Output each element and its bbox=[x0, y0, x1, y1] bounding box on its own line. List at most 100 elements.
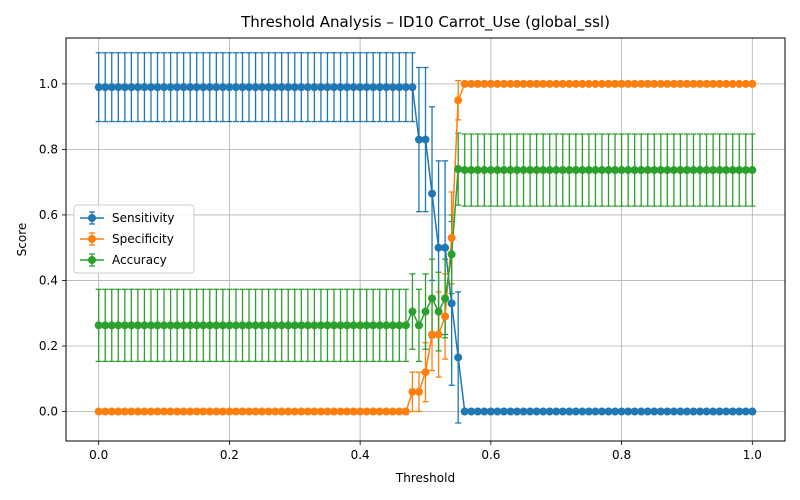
sensitivity-point bbox=[408, 83, 417, 92]
sensitivity-point bbox=[421, 135, 430, 144]
y-tick-label: 0.2 bbox=[39, 339, 58, 353]
accuracy-point bbox=[702, 166, 711, 175]
accuracy-point bbox=[650, 166, 659, 175]
sensitivity-point bbox=[656, 407, 665, 416]
sensitivity-point bbox=[513, 407, 522, 416]
accuracy-point bbox=[336, 321, 345, 330]
accuracy-point bbox=[715, 166, 724, 175]
accuracy-point bbox=[140, 321, 149, 330]
accuracy-point bbox=[689, 166, 698, 175]
sensitivity-point bbox=[428, 189, 437, 198]
accuracy-point bbox=[343, 321, 352, 330]
specificity-point bbox=[205, 407, 214, 416]
sensitivity-point bbox=[539, 407, 548, 416]
sensitivity-point bbox=[212, 83, 221, 92]
specificity-point bbox=[160, 407, 169, 416]
accuracy-point bbox=[382, 321, 391, 330]
accuracy-point bbox=[323, 321, 332, 330]
specificity-point bbox=[153, 407, 162, 416]
specificity-point bbox=[460, 79, 469, 88]
sensitivity-point bbox=[199, 83, 208, 92]
accuracy-point bbox=[316, 321, 325, 330]
accuracy-point bbox=[486, 166, 495, 175]
specificity-point bbox=[506, 79, 515, 88]
specificity-point bbox=[643, 79, 652, 88]
sensitivity-point bbox=[140, 83, 149, 92]
specificity-point bbox=[388, 407, 397, 416]
accuracy-point bbox=[186, 321, 195, 330]
accuracy-point bbox=[637, 166, 646, 175]
accuracy-point bbox=[656, 166, 665, 175]
accuracy-point bbox=[669, 166, 678, 175]
sensitivity-point bbox=[630, 407, 639, 416]
sensitivity-point bbox=[382, 83, 391, 92]
specificity-point bbox=[539, 79, 548, 88]
specificity-point bbox=[127, 407, 136, 416]
accuracy-point bbox=[473, 166, 482, 175]
sensitivity-point bbox=[748, 407, 757, 416]
sensitivity-point bbox=[401, 83, 410, 92]
accuracy-point bbox=[663, 166, 672, 175]
accuracy-point bbox=[441, 294, 450, 303]
specificity-point bbox=[650, 79, 659, 88]
sensitivity-point bbox=[362, 83, 371, 92]
accuracy-point bbox=[218, 321, 227, 330]
accuracy-point bbox=[114, 321, 123, 330]
specificity-point bbox=[107, 407, 116, 416]
sensitivity-point bbox=[741, 407, 750, 416]
sensitivity-point bbox=[519, 407, 528, 416]
accuracy-point bbox=[591, 166, 600, 175]
accuracy-point bbox=[120, 321, 129, 330]
specificity-point bbox=[663, 79, 672, 88]
sensitivity-point bbox=[277, 83, 286, 92]
accuracy-point bbox=[604, 166, 613, 175]
specificity-point bbox=[258, 407, 267, 416]
sensitivity-point bbox=[101, 83, 110, 92]
sensitivity-point bbox=[499, 407, 508, 416]
y-tick-label: 1.0 bbox=[39, 77, 58, 91]
sensitivity-point bbox=[245, 83, 254, 92]
specificity-point bbox=[356, 407, 365, 416]
accuracy-point bbox=[375, 321, 384, 330]
accuracy-point bbox=[709, 166, 718, 175]
specificity-point bbox=[382, 407, 391, 416]
specificity-point bbox=[120, 407, 129, 416]
specificity-legend-label: Specificity bbox=[112, 232, 174, 246]
specificity-point bbox=[323, 407, 332, 416]
series-markers bbox=[94, 79, 757, 416]
sensitivity-point bbox=[558, 407, 567, 416]
accuracy-point bbox=[245, 321, 254, 330]
accuracy-point bbox=[545, 166, 554, 175]
x-tick-label: 0.0 bbox=[89, 448, 108, 462]
sensitivity-point bbox=[611, 407, 620, 416]
accuracy-legend-label: Accuracy bbox=[112, 253, 167, 267]
accuracy-point bbox=[506, 166, 515, 175]
specificity-point bbox=[101, 407, 110, 416]
sensitivity-point bbox=[447, 299, 456, 308]
specificity-point bbox=[362, 407, 371, 416]
accuracy-point bbox=[297, 321, 306, 330]
sensitivity-legend-label: Sensitivity bbox=[112, 211, 174, 225]
accuracy-point bbox=[303, 321, 312, 330]
accuracy-point bbox=[160, 321, 169, 330]
specificity-point bbox=[728, 79, 737, 88]
specificity-point bbox=[336, 407, 345, 416]
specificity-markers bbox=[94, 79, 757, 416]
specificity-point bbox=[669, 79, 678, 88]
x-tick-label: 0.4 bbox=[351, 448, 370, 462]
axis-ticks: 0.0 0.2 0.4 0.6 0.8 1.0 0.0 0.2 0.4 0.6 0.8 1.0 bbox=[39, 77, 762, 462]
specificity-point bbox=[709, 79, 718, 88]
specificity-point bbox=[656, 79, 665, 88]
sensitivity-point bbox=[303, 83, 312, 92]
sensitivity-point bbox=[258, 83, 267, 92]
specificity-point bbox=[473, 79, 482, 88]
sensitivity-point bbox=[643, 407, 652, 416]
legend-box bbox=[73, 204, 195, 274]
specificity-point bbox=[578, 79, 587, 88]
accuracy-point bbox=[408, 307, 417, 316]
sensitivity-point bbox=[473, 407, 482, 416]
sensitivity-point bbox=[369, 83, 378, 92]
y-tick-label: 0.6 bbox=[39, 208, 58, 222]
accuracy-point bbox=[597, 166, 606, 175]
specificity-point bbox=[329, 407, 338, 416]
